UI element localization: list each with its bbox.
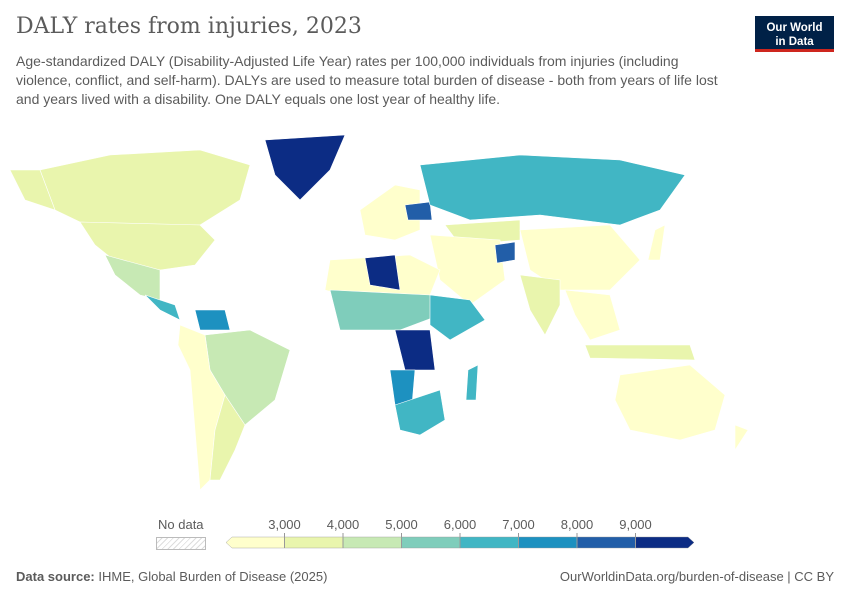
chart-subtitle: Age-standardized DALY (Disability-Adjust… [16,53,718,107]
country-ukraine [404,201,433,221]
no-data-label: No data [158,517,204,532]
legend-tick-label: 9,000 [619,517,652,532]
country-afghanistan [494,241,516,264]
color-legend: No data 3,000 4,000 5,000 6,000 7,000 8,000 9,… [0,515,850,555]
source-label: Data source: [16,569,95,584]
legend-bin[interactable] [401,536,461,549]
legend-bin[interactable] [225,536,285,549]
no-data-swatch [156,537,206,550]
legend-bin[interactable] [635,536,695,549]
country-alaska [9,169,56,211]
region-middle-east [429,234,506,306]
data-source: Data source: IHME, Global Burden of Dise… [16,569,327,584]
country-argentina [209,394,246,481]
legend-bin[interactable] [284,536,344,549]
legend-bin[interactable] [459,536,519,549]
country-india [519,274,561,336]
country-libya [364,254,401,291]
footer-link[interactable]: OurWorldinData.org/burden-of-disease | C… [559,569,834,584]
world-map[interactable] [0,130,850,510]
country-greenland [264,134,346,201]
legend-tick-label: 6,000 [443,517,477,532]
country-ethiopia-somalia [429,294,486,341]
legend-bin[interactable] [342,536,402,549]
region-europe [359,184,421,241]
region-southern-africa [394,389,446,436]
legend-tick-label: 3,000 [268,517,301,532]
legend-tick-label: 7,000 [502,517,535,532]
country-indonesia [584,344,696,361]
country-canada [39,149,251,226]
legend-tick-label: 8,000 [560,517,594,532]
owid-logo[interactable]: Our World in Data [755,16,834,52]
country-madagascar [465,364,479,401]
country-new-zealand [734,424,749,452]
country-china [519,224,641,291]
country-australia [614,364,726,441]
legend-bin[interactable] [518,536,578,549]
chart-title: DALY rates from injuries, 2023 [16,14,362,39]
country-dr-congo [394,329,436,371]
legend-tick-label: 5,000 [385,517,418,532]
region-southeast-asia [564,289,621,341]
source-text: IHME, Global Burden of Disease (2025) [98,569,328,584]
region-sahel [329,289,441,331]
legend-bin[interactable] [576,536,636,549]
region-central-america [144,294,181,321]
country-usa [79,221,216,271]
legend-tick-label: 4,000 [326,517,360,532]
country-venezuela [194,309,231,331]
legend-bar [225,533,695,549]
country-japan [647,224,666,261]
country-russia [419,154,686,226]
